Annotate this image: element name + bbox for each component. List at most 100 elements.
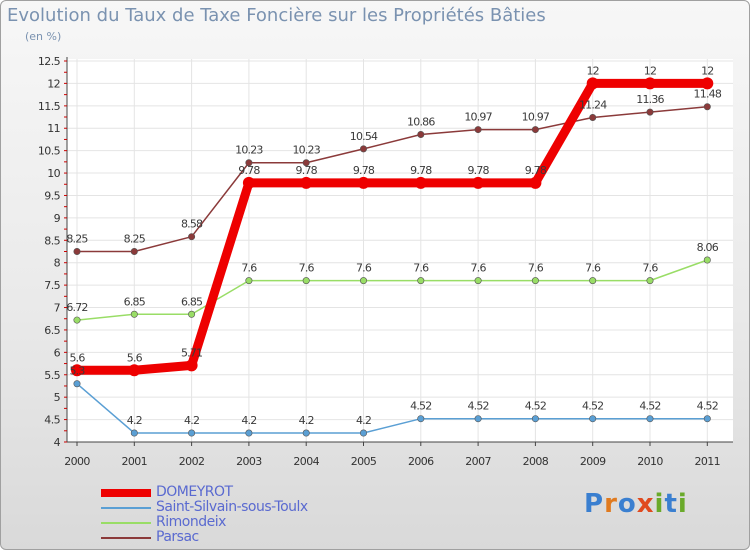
data-label: 4.52 [467, 400, 488, 413]
logo-letter: i [677, 489, 688, 519]
data-point [357, 176, 370, 189]
data-point [73, 248, 81, 256]
data-point [531, 415, 539, 423]
data-label: 8.25 [124, 233, 146, 246]
data-point [73, 380, 81, 388]
data-point [128, 364, 141, 377]
data-label: 4.52 [525, 400, 546, 413]
legend-swatch-saint-silvain [101, 507, 151, 509]
y-tick-label: 8 [54, 257, 61, 270]
data-label: 4.52 [582, 400, 603, 413]
data-point [185, 359, 198, 372]
data-point [302, 429, 310, 437]
data-label: 7.6 [413, 262, 429, 275]
data-point [73, 316, 81, 324]
legend-label-domeyrot: DOMEYROT [156, 484, 233, 500]
data-label: 12 [644, 64, 656, 77]
data-point [71, 364, 83, 377]
data-label: 6.85 [181, 295, 203, 308]
x-tick-label: 2009 [580, 455, 606, 468]
data-label: 7.6 [299, 262, 315, 275]
data-label: 6.72 [66, 301, 87, 314]
x-tick-label: 2004 [293, 455, 319, 468]
data-label: 4.2 [184, 414, 199, 427]
data-point [589, 415, 597, 423]
chart-title: Evolution du Taux de Taxe Foncière sur l… [7, 5, 546, 26]
series-line-2 [76, 259, 709, 321]
series-line-3 [76, 105, 709, 253]
data-point [245, 159, 253, 167]
data-point [245, 277, 253, 285]
data-point [359, 277, 367, 285]
data-point [130, 310, 138, 318]
x-tick-label: 2002 [179, 455, 205, 468]
data-label: 9.78 [353, 164, 375, 177]
data-label: 4.52 [410, 400, 431, 413]
legend-swatch-domeyrot [101, 489, 151, 497]
data-label: 4.52 [639, 400, 660, 413]
data-point [302, 277, 310, 285]
data-label: 9.78 [525, 164, 547, 177]
data-label: 4.2 [356, 414, 371, 427]
x-tick-label: 2007 [465, 455, 491, 468]
data-label: 10.86 [407, 116, 435, 129]
data-label: 12 [586, 64, 598, 77]
data-point [703, 103, 711, 111]
x-tick-label: 2008 [523, 455, 549, 468]
x-tick-label: 2005 [351, 455, 377, 468]
data-point [703, 415, 711, 423]
data-point [646, 415, 654, 423]
data-point [130, 429, 138, 437]
data-label: 7.6 [241, 262, 257, 275]
data-point [472, 176, 485, 189]
data-point [417, 131, 425, 139]
legend-label-rimondeix: Rimondeix [156, 514, 226, 530]
data-point [300, 176, 313, 189]
data-label: 7.6 [585, 262, 601, 275]
series-line-0 [72, 78, 712, 375]
data-label: 10.54 [350, 130, 378, 143]
data-label: 9.78 [238, 164, 260, 177]
data-label: 7.6 [642, 262, 658, 275]
y-tick-label: 7.5 [44, 279, 60, 292]
data-label: 9.78 [467, 164, 489, 177]
data-label: 4.2 [241, 414, 256, 427]
data-label: 10.23 [235, 144, 263, 157]
y-tick-label: 10 [47, 167, 60, 180]
data-point [474, 277, 482, 285]
data-point [417, 277, 425, 285]
x-tick-label: 2006 [408, 455, 434, 468]
logo-letter: o [617, 489, 637, 519]
data-point [188, 429, 196, 437]
data-point [474, 126, 482, 134]
data-point [589, 277, 597, 285]
data-label: 11.24 [579, 98, 607, 111]
x-tick-label: 2010 [637, 455, 663, 468]
series-line-1 [76, 382, 709, 434]
data-label: 4.2 [299, 414, 314, 427]
data-label: 7.6 [356, 262, 372, 275]
data-label: 10.97 [464, 111, 492, 124]
logo-letter: r [604, 489, 618, 519]
data-label: 5.71 [181, 346, 202, 359]
logo-letter: P [584, 489, 605, 519]
data-point [130, 248, 138, 256]
data-point [644, 77, 656, 90]
y-tick-label: 4 [54, 436, 61, 449]
data-point [589, 113, 597, 121]
data-point [188, 310, 196, 318]
y-tick-label: 11.5 [38, 100, 61, 113]
data-point [586, 77, 599, 90]
data-point [474, 415, 482, 423]
data-label: 10.97 [522, 111, 550, 124]
y-tick-label: 5.5 [44, 369, 60, 382]
y-tick-label: 4.5 [44, 414, 60, 427]
data-point [188, 233, 196, 241]
data-point [359, 429, 367, 437]
data-point [531, 277, 539, 285]
data-label: 11.36 [636, 93, 664, 106]
x-tick-label: 2003 [236, 455, 262, 468]
data-point [646, 277, 654, 285]
y-tick-label: 6.5 [44, 324, 60, 337]
